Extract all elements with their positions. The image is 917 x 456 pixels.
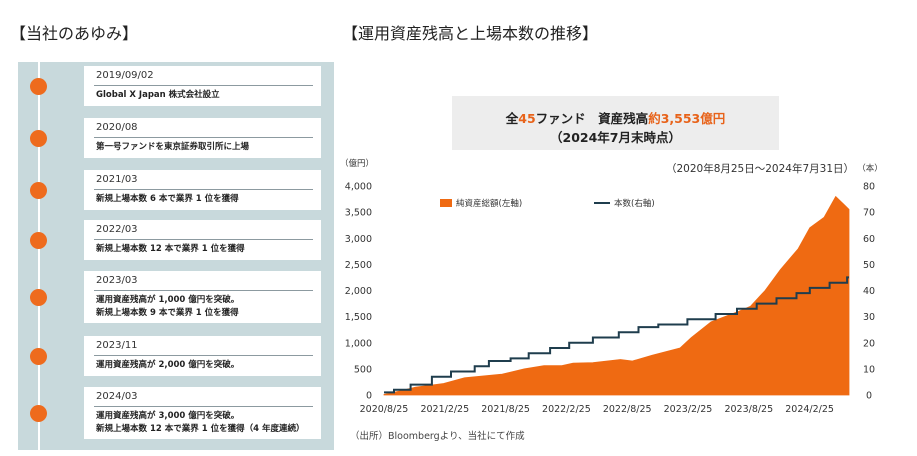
chart-section-title: 【運用資産残高と上場本数の推移】 bbox=[342, 24, 599, 43]
summary-line-1: 全45ファンド 資産残高約3,553億円 bbox=[452, 108, 779, 127]
y-right-unit: （本） bbox=[857, 163, 880, 174]
timeline-dot bbox=[30, 232, 47, 249]
legend-aum-swatch bbox=[440, 199, 452, 207]
event-divider bbox=[94, 137, 313, 138]
event-description-line: 新規上場本数 12 本で業界 1 位を獲得（4 年度連続） bbox=[96, 424, 305, 434]
event-date: 2022/03 bbox=[96, 224, 138, 235]
timeline-event-card: 2020/08 第一号ファンドを東京証券取引所に上場 bbox=[84, 118, 321, 158]
timeline-title: 【当社のあゆみ】 bbox=[10, 24, 139, 43]
timeline-dot bbox=[30, 130, 47, 147]
event-divider bbox=[94, 355, 313, 356]
summary-fund-label: ファンド 資産残高 bbox=[535, 111, 649, 126]
y-left-tick-label: 3,500 bbox=[345, 208, 372, 219]
timeline-dot bbox=[30, 348, 47, 365]
event-description-line: 運用資産残高が 1,000 億円を突破。 bbox=[96, 295, 240, 305]
timeline-dot bbox=[30, 182, 47, 199]
timeline-dot bbox=[30, 289, 47, 306]
y-left-tick-label: 1,000 bbox=[345, 338, 372, 349]
y-right-tick-label: 10 bbox=[863, 364, 875, 375]
y-left-tick-label: 2,000 bbox=[345, 286, 372, 297]
event-date: 2024/03 bbox=[96, 391, 138, 402]
aum-and-funds-chart: （2020年8月25日～2024年7月31日）（億円）（本）05001,0001… bbox=[340, 158, 880, 415]
y-right-tick-label: 80 bbox=[863, 182, 875, 193]
y-right-tick-label: 70 bbox=[863, 208, 875, 219]
event-divider bbox=[94, 406, 313, 407]
x-tick-label: 2020/8/25 bbox=[360, 404, 409, 415]
company-history-timeline: 2019/09/02 Global X Japan 株式会社設立 2020/08 第一… bbox=[18, 62, 334, 450]
event-description-line: 運用資産残高が 2,000 億円を突破。 bbox=[96, 360, 240, 370]
x-tick-label: 2022/8/25 bbox=[603, 404, 652, 415]
y-right-tick-label: 60 bbox=[863, 234, 875, 245]
event-description-line: 新規上場本数 12 本で業界 1 位を獲得 bbox=[96, 244, 245, 254]
event-description-line: 第一号ファンドを東京証券取引所に上場 bbox=[96, 142, 250, 152]
legend-funds-label: 本数(右軸) bbox=[614, 198, 655, 209]
event-description-line: 運用資産残高が 3,000 億円を突破。 bbox=[96, 411, 240, 421]
x-tick-label: 2021/8/25 bbox=[481, 404, 530, 415]
timeline-event-card: 2024/03 運用資産残高が 3,000 億円を突破。新規上場本数 12 本で業… bbox=[84, 387, 321, 439]
legend-aum-label: 純資産総額(左軸) bbox=[456, 198, 522, 209]
timeline-event-card: 2022/03 新規上場本数 12 本で業界 1 位を獲得 bbox=[84, 220, 321, 260]
event-description-line: 新規上場本数 9 本で業界 1 位を獲得 bbox=[96, 308, 239, 318]
summary-box: 全45ファンド 資産残高約3,553億円 （2024年7月末時点） bbox=[452, 96, 779, 150]
event-description: 運用資産残高が 1,000 億円を突破。 新規上場本数 9 本で業界 1 位を獲得 bbox=[96, 294, 239, 320]
event-divider bbox=[94, 85, 313, 86]
event-description: 運用資産残高が 2,000 億円を突破。 bbox=[96, 359, 239, 372]
event-divider bbox=[94, 189, 313, 190]
event-date: 2023/03 bbox=[96, 275, 138, 286]
x-tick-label: 2022/2/25 bbox=[542, 404, 591, 415]
y-right-tick-label: 20 bbox=[863, 338, 875, 349]
event-description: 新規上場本数 6 本で業界 1 位を獲得 bbox=[96, 193, 239, 206]
source-note: （出所）Bloombergより、当社にて作成 bbox=[350, 431, 525, 442]
timeline-event-card: 2023/03 運用資産残高が 1,000 億円を突破。 新規上場本数 9 本で業界… bbox=[84, 271, 321, 323]
event-date: 2021/03 bbox=[96, 174, 138, 185]
y-left-unit: （億円） bbox=[340, 158, 374, 169]
timeline-dot bbox=[30, 405, 47, 422]
timeline-line bbox=[38, 62, 40, 450]
y-left-tick-label: 3,000 bbox=[345, 234, 372, 245]
x-tick-label: 2021/2/25 bbox=[420, 404, 469, 415]
event-description-line: Global X Japan 株式会社設立 bbox=[96, 90, 220, 100]
summary-fund-count: 45 bbox=[518, 111, 536, 126]
y-right-tick-label: 30 bbox=[863, 312, 875, 323]
y-right-tick-label: 50 bbox=[863, 260, 875, 271]
aum-area bbox=[383, 195, 850, 396]
y-left-tick-label: 500 bbox=[354, 364, 372, 375]
event-date: 2019/09/02 bbox=[96, 70, 154, 81]
y-left-tick-label: 2,500 bbox=[345, 260, 372, 271]
y-right-tick-label: 40 bbox=[863, 286, 875, 297]
event-date: 2020/08 bbox=[96, 122, 138, 133]
summary-aum-value: 約3,553億円 bbox=[648, 111, 726, 126]
x-tick-label: 2024/2/25 bbox=[785, 404, 834, 415]
event-description: Global X Japan 株式会社設立 bbox=[96, 89, 220, 102]
y-left-tick-label: 4,000 bbox=[345, 182, 372, 193]
event-description: 第一号ファンドを東京証券取引所に上場 bbox=[96, 141, 249, 154]
summary-all: 全 bbox=[505, 111, 519, 126]
event-description-line: 新規上場本数 6 本で業界 1 位を獲得 bbox=[96, 194, 239, 204]
x-tick-label: 2023/8/25 bbox=[724, 404, 773, 415]
event-divider bbox=[94, 239, 313, 240]
event-date: 2023/11 bbox=[96, 340, 138, 351]
event-divider bbox=[94, 290, 313, 291]
chart-period: （2020年8月25日～2024年7月31日） bbox=[666, 162, 854, 175]
y-left-tick-label: 1,500 bbox=[345, 312, 372, 323]
x-tick-label: 2023/2/25 bbox=[664, 404, 713, 415]
timeline-event-card: 2023/11 運用資産残高が 2,000 億円を突破。 bbox=[84, 336, 321, 376]
summary-line-2: （2024年7月末時点） bbox=[550, 130, 681, 145]
y-right-tick-label: 0 bbox=[866, 391, 872, 402]
fund-count-line bbox=[384, 276, 849, 394]
timeline-event-card: 2021/03 新規上場本数 6 本で業界 1 位を獲得 bbox=[84, 170, 321, 210]
event-description: 運用資産残高が 3,000 億円を突破。新規上場本数 12 本で業界 1 位を獲… bbox=[96, 410, 304, 436]
y-left-tick-label: 0 bbox=[366, 391, 372, 402]
timeline-event-card: 2019/09/02 Global X Japan 株式会社設立 bbox=[84, 66, 321, 106]
timeline-dot bbox=[30, 78, 47, 95]
event-description: 新規上場本数 12 本で業界 1 位を獲得 bbox=[96, 243, 245, 256]
